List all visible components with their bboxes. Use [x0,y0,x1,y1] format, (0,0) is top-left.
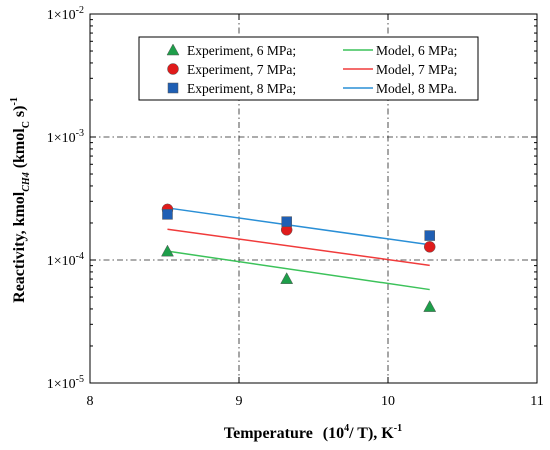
y-tick-label: 1×10-2 [47,5,84,23]
legend-marker [167,63,179,75]
legend: Experiment, 6 MPa; Experiment, 7 MPa; Expe… [166,43,457,96]
plot-frame [89,13,538,384]
series-layer [161,203,437,312]
y-axis-ticks: 1×10-5 1×10-4 1×10-3 1×10-2 [47,5,537,392]
legend-box [138,36,479,101]
legend-marker [166,43,180,56]
legend-label: Model, 7 MPa; [376,62,457,77]
data-point-circle [423,241,436,253]
x-axis-label: Temperature (104/ T), K-1 [224,423,402,442]
legend-label: Experiment, 8 MPa; [187,81,296,96]
model-line [167,250,430,291]
data-point-triangle [423,300,437,312]
data-point-triangle [280,272,294,284]
data-point-square [281,216,292,227]
y-axis-label: Reactivity, kmolCH4 (kmolC s)-1 [9,97,32,303]
model-line [167,207,430,246]
y-tick-label: 1×10-3 [47,128,84,146]
data-point-triangle [161,244,174,257]
legend-marker [167,82,179,94]
model-line [167,228,430,267]
legend-label: Experiment, 7 MPa; [187,62,296,77]
x-tick-label: 11 [530,394,543,409]
y-tick-label: 1×10-4 [47,251,84,269]
legend-label: Experiment, 6 MPa; [187,43,296,58]
data-point-square [424,230,435,241]
x-tick-label: 10 [381,394,395,409]
grid-lines [90,14,537,383]
x-axis-ticks: 8 9 10 11 [87,14,544,409]
legend-label: Model, 8 MPa. [376,81,457,96]
data-point-square [162,209,173,220]
x-tick-label: 9 [236,394,243,409]
legend-label: Model, 6 MPa; [376,43,457,58]
x-tick-label: 8 [87,394,94,409]
y-tick-label: 1×10-5 [47,374,84,392]
